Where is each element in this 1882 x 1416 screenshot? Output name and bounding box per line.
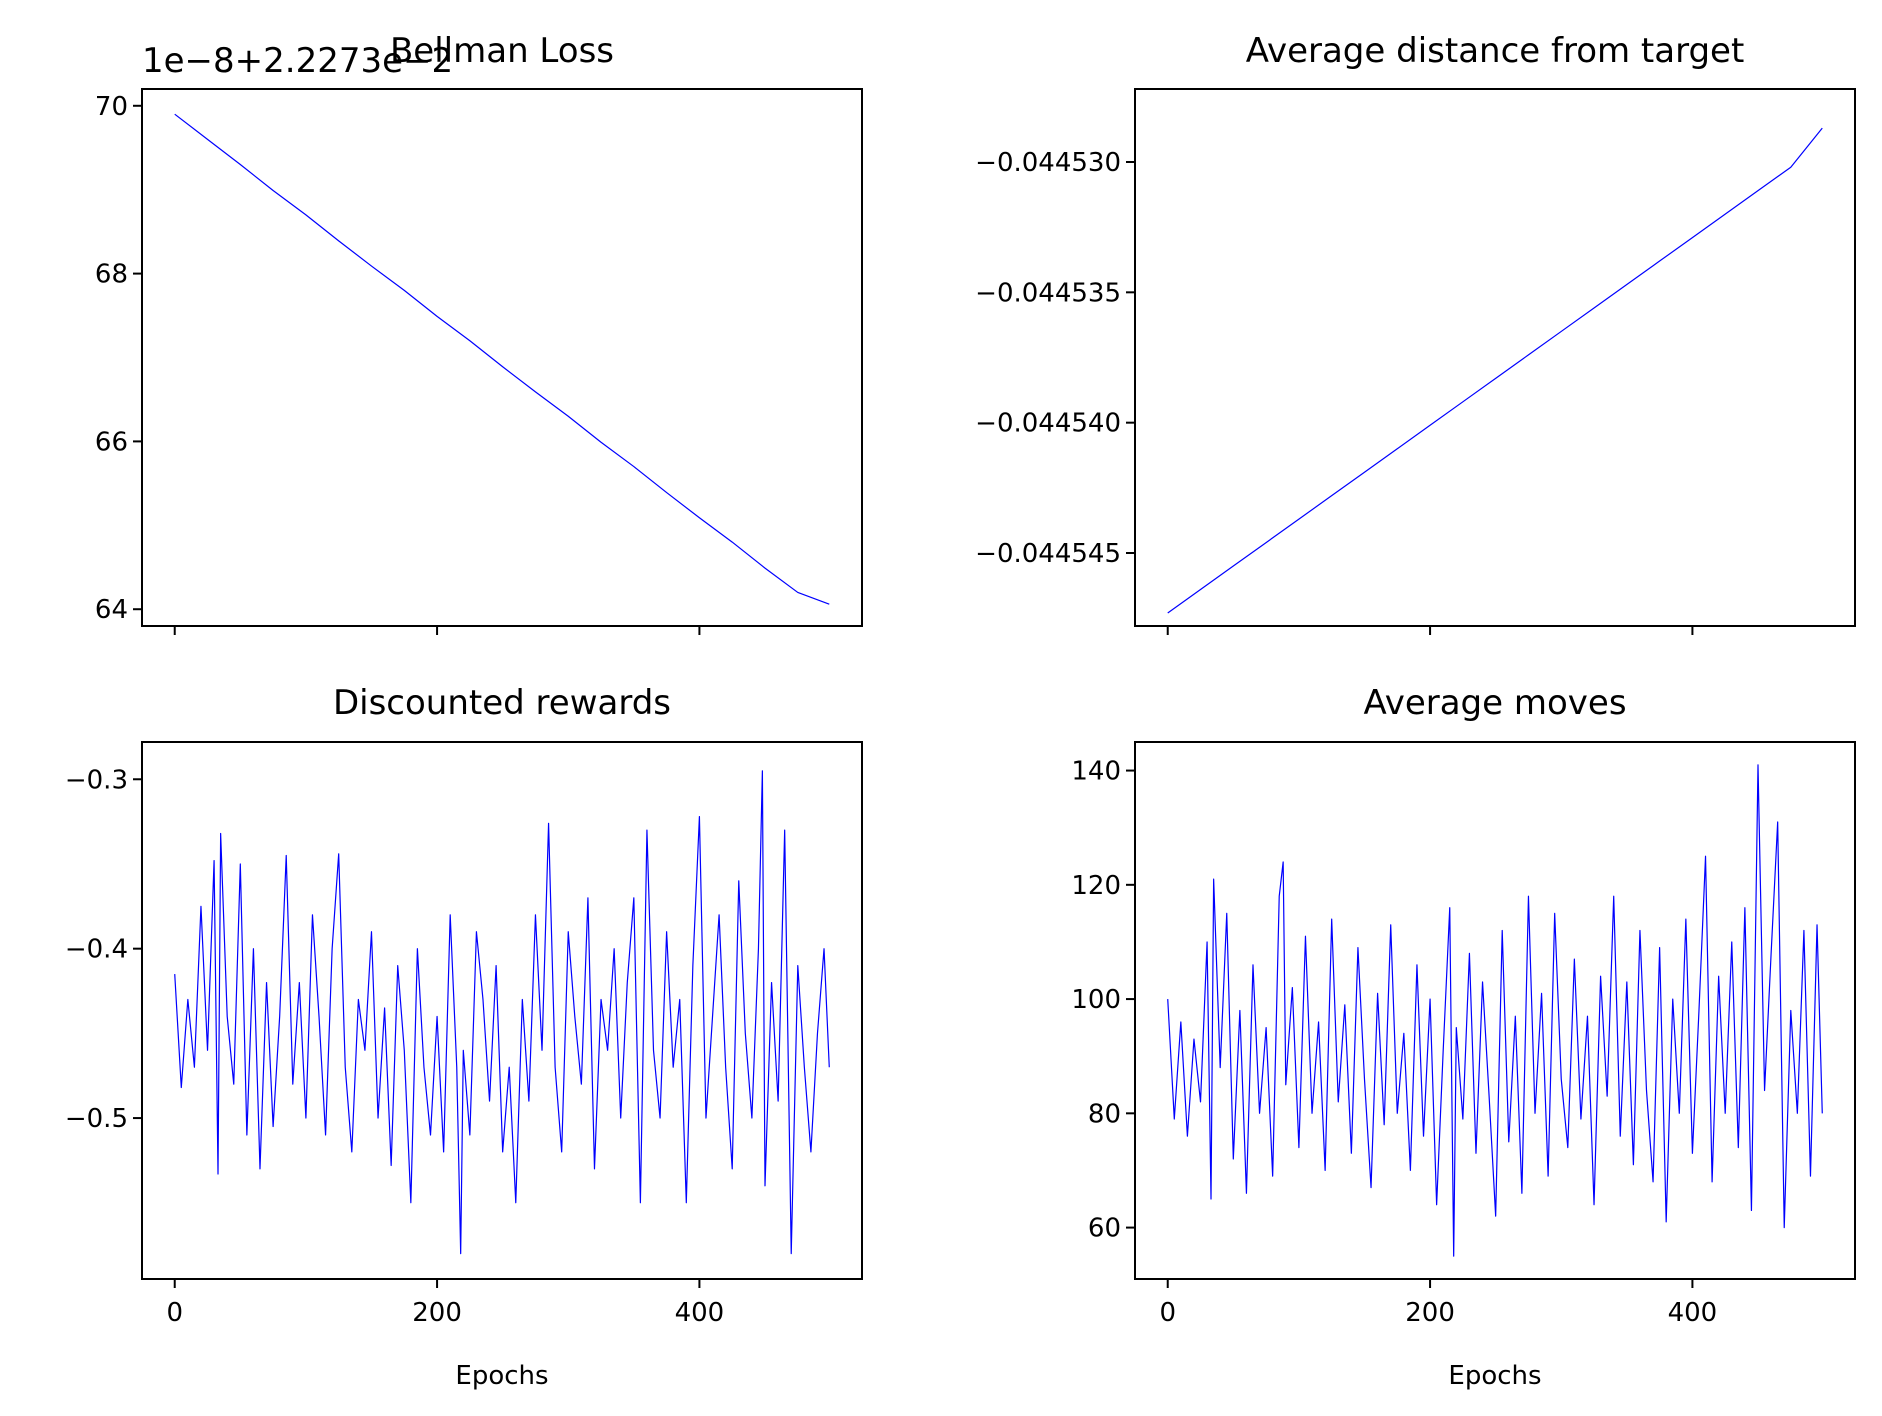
y-tick-label: 64	[95, 595, 128, 625]
plot-area: −0.044545 −0.044540 −0.044535 −0.044530	[975, 127, 1823, 635]
plot-area: −0.5 −0.4 −0.3 0 200 400	[65, 765, 830, 1328]
plot-area: 64 66 68 70	[95, 92, 830, 635]
series-line	[1167, 127, 1823, 614]
subplot-bellman-loss: Bellman Loss 1e−8+2.2273e−2 64 66 68 70	[95, 31, 863, 635]
chart-title: Bellman Loss	[390, 31, 614, 71]
y-tick-label: −0.4	[65, 935, 128, 965]
plot-frame	[141, 88, 863, 627]
y-tick-label: −0.044545	[975, 539, 1121, 569]
chart-title: Average distance from target	[1246, 31, 1745, 71]
x-tick-label: 400	[675, 1298, 725, 1328]
y-tick-label: −0.044535	[975, 278, 1121, 308]
y-tick-label: −0.3	[65, 765, 128, 795]
subplot-average-distance: Average distance from target −0.044545−0…	[975, 31, 1856, 635]
plot-frame	[141, 741, 863, 1280]
subplot-average-moves: Average moves 60 80 100 120 140 0 200 400 Epoch…	[1071, 683, 1856, 1391]
series-line	[174, 770, 830, 1255]
y-tick-label: −0.5	[65, 1104, 128, 1134]
y-tick-label: 80	[1088, 1099, 1121, 1129]
x-tick-label: 0	[166, 1298, 183, 1328]
series-line	[1167, 764, 1823, 1257]
y-tick-label: 70	[95, 92, 128, 122]
plot-area: 60 80 100 120 140 0 200 400	[1071, 757, 1823, 1328]
y-tick-label: 120	[1071, 871, 1121, 901]
x-tick-label: 400	[1668, 1298, 1718, 1328]
x-tick-label: 0	[1159, 1298, 1176, 1328]
y-tick-label: −0.044540	[975, 409, 1121, 439]
y-tick-label: 68	[95, 260, 128, 290]
y-tick-label: 140	[1071, 757, 1121, 787]
subplot-discounted-rewards: Discounted rewards −0.5 −0.4 −0.3 0 200 400 E…	[65, 683, 863, 1391]
plot-frame	[1134, 88, 1856, 627]
plot-frame	[1134, 741, 1856, 1280]
y-tick-label: 66	[95, 427, 128, 457]
series-line	[174, 113, 830, 605]
chart-title: Discounted rewards	[333, 683, 671, 723]
x-tick-label: 200	[412, 1298, 462, 1328]
chart-title: Average moves	[1363, 683, 1626, 723]
y-offset-label: 1e−8+2.2273e−2	[142, 41, 453, 81]
y-tick-label: 100	[1071, 985, 1121, 1015]
x-tick-label: 200	[1405, 1298, 1455, 1328]
y-tick-label: 60	[1088, 1214, 1121, 1244]
x-axis-label: Epochs	[1448, 1361, 1541, 1391]
y-tick-label: −0.044530	[975, 148, 1121, 178]
x-axis-label: Epochs	[455, 1361, 548, 1391]
